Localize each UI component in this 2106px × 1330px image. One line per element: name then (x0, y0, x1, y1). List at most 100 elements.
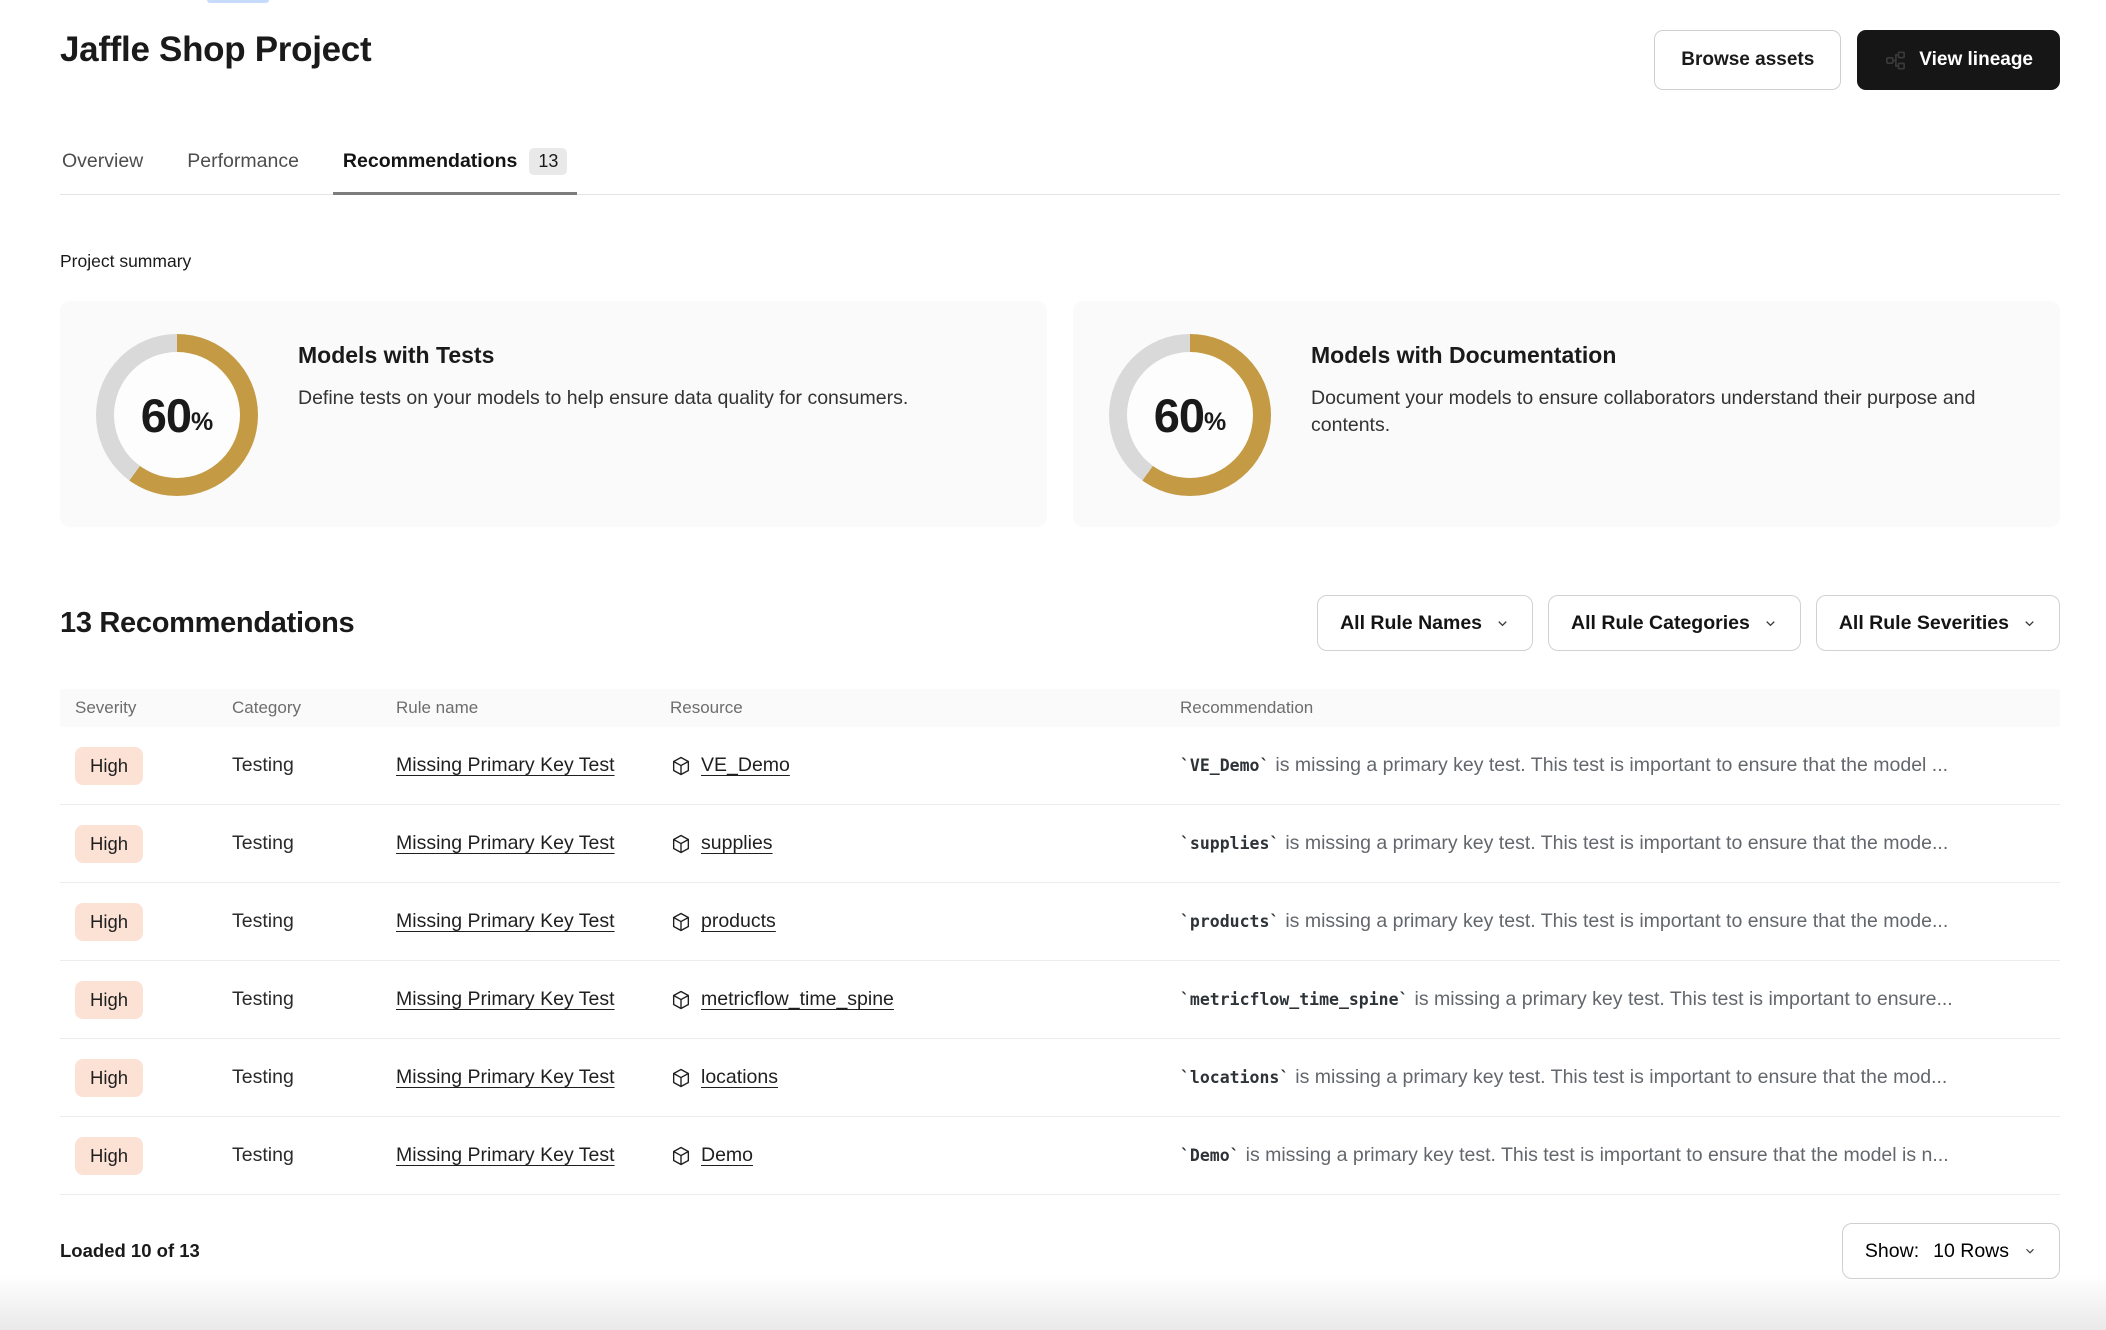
table-row: High Testing Missing Primary Key Test pr… (60, 883, 2060, 961)
card-title: Models with Documentation (1311, 342, 1617, 368)
recommendation-code: `locations` (1180, 1068, 1290, 1087)
model-cube-icon (670, 1067, 692, 1089)
percent-value: 60 (1153, 388, 1205, 442)
rows-per-page-dropdown[interactable]: Show: 10 Rows (1841, 1223, 2060, 1279)
tab-recommendations-label: Recommendations (342, 150, 518, 172)
resource-link[interactable]: locations (701, 1066, 778, 1088)
recommendation-text: is missing a primary key test. This test… (1414, 988, 1953, 1010)
browse-assets-label: Browse assets (1681, 49, 1815, 70)
tab-performance[interactable]: Performance (185, 138, 301, 194)
category-cell: Testing (232, 988, 294, 1010)
model-cube-icon (670, 989, 692, 1011)
chevron-down-icon (1763, 616, 1778, 631)
loaded-count-label: Loaded 10 of 13 (60, 1240, 200, 1261)
severity-badge: High (75, 902, 144, 941)
view-lineage-button[interactable]: View lineage (1857, 30, 2060, 90)
recommendations-heading: 13 Recommendations (60, 606, 355, 639)
donut-percent-label: 60% (96, 334, 258, 496)
resource-link[interactable]: Demo (701, 1144, 754, 1166)
column-header-resource: Resource (670, 698, 743, 717)
severity-badge: High (75, 980, 144, 1019)
lineage-icon (1884, 49, 1907, 72)
severity-badge: High (75, 1136, 144, 1175)
severity-badge: High (75, 824, 144, 863)
donut-percent-label: 60% (1109, 334, 1271, 496)
recommendation-text: is missing a primary key test. This test… (1285, 910, 1949, 932)
tab-performance-label: Performance (187, 150, 299, 172)
model-cube-icon (670, 833, 692, 855)
column-header-category: Category (232, 698, 301, 717)
donut-ring (96, 334, 258, 496)
show-value: 10 Rows (1933, 1239, 2009, 1262)
column-header-recommendation: Recommendation (1180, 698, 1314, 717)
column-header-rule-name: Rule name (396, 698, 479, 717)
chevron-down-icon (2023, 1244, 2037, 1258)
page-title: Jaffle Shop Project (60, 30, 372, 69)
model-cube-icon (670, 911, 692, 933)
table-row: High Testing Missing Primary Key Test lo… (60, 1039, 2060, 1117)
percent-value: 60 (140, 388, 192, 442)
recommendations-header: 13 Recommendations All Rule Names All Ru… (60, 595, 2060, 651)
show-label: Show: (1864, 1239, 1920, 1262)
documentation-donut-chart: 60% (1109, 334, 1271, 496)
severity-badge: High (75, 746, 144, 785)
model-cube-icon (670, 1145, 692, 1167)
recommendation-text: is missing a primary key test. This test… (1275, 754, 1949, 776)
category-cell: Testing (232, 1066, 294, 1088)
resource-link[interactable]: metricflow_time_spine (701, 988, 894, 1010)
category-cell: Testing (232, 1144, 294, 1166)
column-header-severity: Severity (75, 698, 137, 717)
filter-label: All Rule Severities (1838, 611, 2009, 634)
browse-assets-button[interactable]: Browse assets (1654, 30, 1842, 90)
percent-sign: % (191, 407, 214, 436)
card-title: Models with Tests (298, 342, 495, 368)
category-cell: Testing (232, 832, 294, 854)
recommendation-text: is missing a primary key test. This test… (1285, 832, 1949, 854)
table-header-row: Severity Category Rule name Resource Rec… (60, 689, 2060, 727)
filter-label: All Rule Categories (1571, 611, 1750, 634)
view-lineage-label: View lineage (1919, 49, 2033, 70)
table-row: High Testing Missing Primary Key Test De… (60, 1117, 2060, 1195)
summary-cards: 60% Models with Tests Define tests on yo… (60, 301, 2060, 527)
chevron-down-icon (1495, 616, 1510, 631)
card-text: Models with Tests Define tests on your m… (298, 334, 908, 412)
tab-overview-label: Overview (62, 150, 144, 172)
models-with-documentation-card: 60% Models with Documentation Document y… (1073, 301, 2060, 527)
header-actions: Browse assets View lineage (1654, 30, 2060, 90)
tab-overview[interactable]: Overview (60, 138, 145, 194)
recommendation-text: is missing a primary key test. This test… (1245, 1144, 1949, 1166)
model-cube-icon (670, 755, 692, 777)
rule-name-link[interactable]: Missing Primary Key Test (396, 754, 615, 776)
rule-name-link[interactable]: Missing Primary Key Test (396, 1066, 615, 1088)
page-header: Jaffle Shop Project Browse assets View l… (60, 0, 2060, 90)
recommendation-code: `metricflow_time_spine` (1180, 990, 1409, 1009)
project-summary-label: Project summary (60, 251, 192, 271)
table-row: High Testing Missing Primary Key Test me… (60, 961, 2060, 1039)
category-cell: Testing (232, 754, 294, 776)
resource-link[interactable]: products (701, 910, 776, 932)
donut-ring (1109, 334, 1271, 496)
recommendation-code: `supplies` (1180, 834, 1280, 853)
rule-name-link[interactable]: Missing Primary Key Test (396, 1144, 615, 1166)
resource-link[interactable]: supplies (701, 832, 773, 854)
chevron-down-icon (2022, 616, 2037, 631)
table-body: High Testing Missing Primary Key Test VE… (60, 727, 2060, 1195)
tab-recommendations[interactable]: Recommendations 13 (332, 138, 578, 195)
tab-bar: Overview Performance Recommendations 13 (60, 138, 2060, 195)
rule-name-link[interactable]: Missing Primary Key Test (396, 832, 615, 854)
scrolled-out-element-fragment (207, 0, 269, 3)
rule-name-link[interactable]: Missing Primary Key Test (396, 910, 615, 932)
rule-names-filter-dropdown[interactable]: All Rule Names (1317, 595, 1534, 651)
tests-donut-chart: 60% (96, 334, 258, 496)
rule-severities-filter-dropdown[interactable]: All Rule Severities (1815, 595, 2060, 651)
filter-bar: All Rule Names All Rule Categories All R… (1317, 595, 2060, 651)
card-text: Models with Documentation Document your … (1311, 334, 2011, 440)
resource-link[interactable]: VE_Demo (701, 754, 790, 776)
rule-name-link[interactable]: Missing Primary Key Test (396, 988, 615, 1010)
table-row: High Testing Missing Primary Key Test VE… (60, 727, 2060, 805)
rule-categories-filter-dropdown[interactable]: All Rule Categories (1548, 595, 1801, 651)
percent-sign: % (1204, 407, 1227, 436)
models-with-tests-card: 60% Models with Tests Define tests on yo… (60, 301, 1047, 527)
recommendation-code: `Demo` (1180, 1146, 1240, 1165)
